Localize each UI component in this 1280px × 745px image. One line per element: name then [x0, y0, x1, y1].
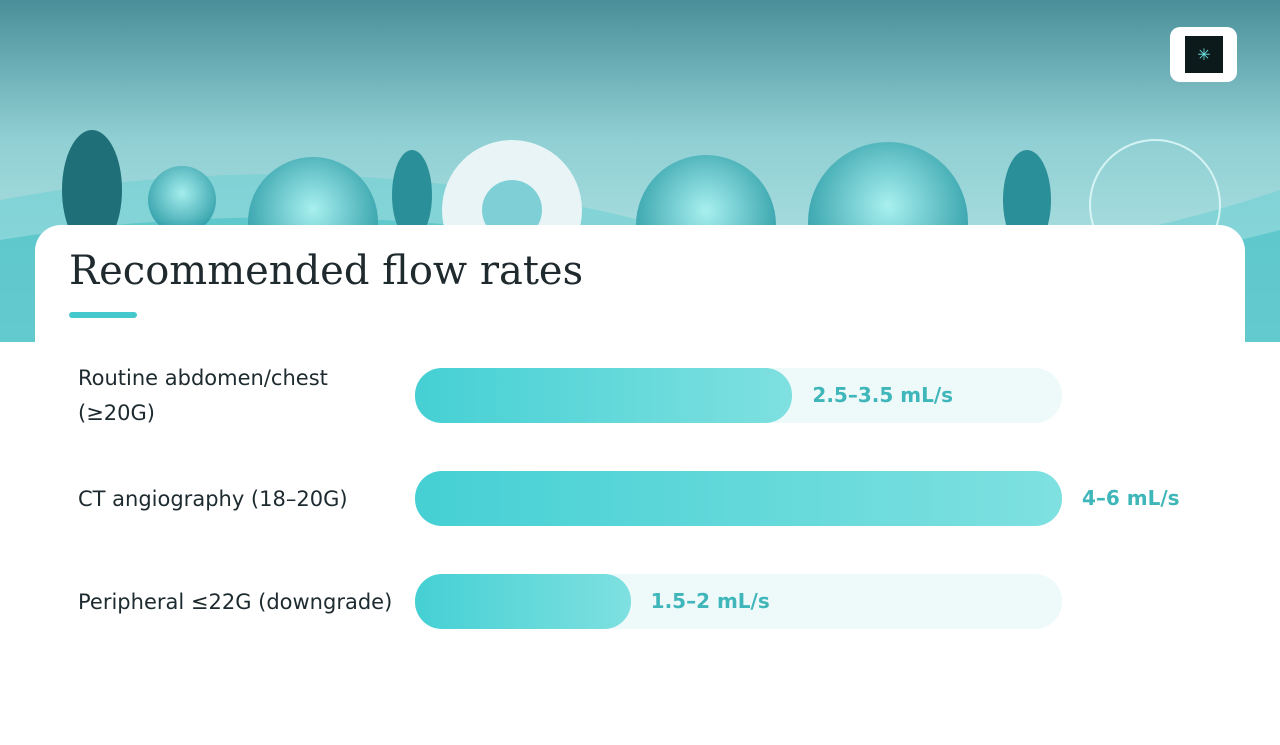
- logo-icon: ✳: [1185, 36, 1223, 73]
- category-label: Peripheral ≤22G (downgrade): [78, 589, 393, 614]
- category-label: CT angiography (18–20G): [78, 486, 348, 511]
- logo[interactable]: ✳: [1170, 27, 1237, 82]
- slide: ✳ Recommended flow rates Routine abdomen…: [0, 0, 1280, 629]
- value-label: 2.5–3.5 mL/s: [812, 383, 954, 407]
- value-label: 4–6 mL/s: [1082, 486, 1180, 510]
- chart-title: Recommended flow rates: [69, 248, 584, 294]
- bar: [415, 368, 793, 423]
- bar: [415, 471, 1062, 526]
- value-label: 1.5–2 mL/s: [650, 589, 770, 613]
- bar: [415, 574, 631, 629]
- title-accent: [69, 312, 137, 318]
- category-label: Routine abdomen/chest (≥20G): [78, 366, 328, 425]
